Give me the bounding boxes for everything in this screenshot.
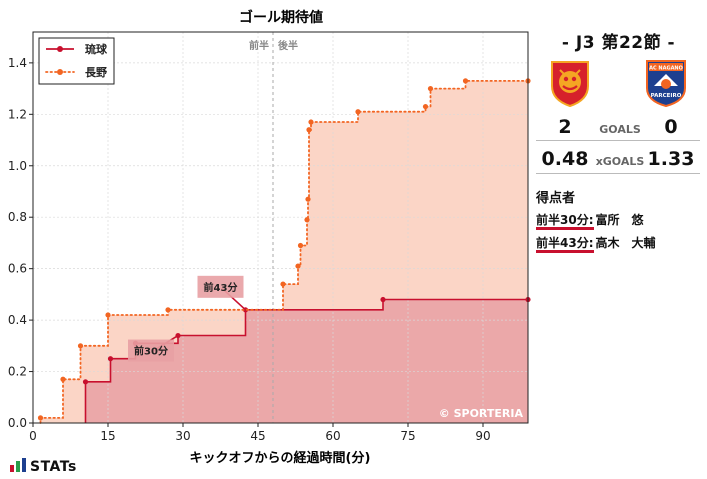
divider bbox=[536, 173, 700, 174]
annotation-label: 前43分 bbox=[204, 281, 238, 294]
x-tick-label: 30 bbox=[175, 429, 190, 443]
annotation-box bbox=[128, 339, 174, 362]
watermark: © SPORTERIA bbox=[439, 407, 524, 420]
ryukyu-shisa-icon bbox=[551, 61, 589, 108]
data-point bbox=[422, 103, 429, 110]
data-point bbox=[306, 127, 312, 133]
data-point bbox=[105, 312, 111, 318]
away-xg: 1.33 bbox=[647, 148, 695, 170]
away-crest: AC NAGANO PARCEIRO bbox=[644, 58, 688, 108]
divider bbox=[536, 140, 700, 141]
data-point bbox=[308, 119, 314, 125]
scorer-time: 前半43分: bbox=[536, 236, 594, 253]
nagano-parceiro-icon: AC NAGANO PARCEIRO bbox=[646, 60, 686, 108]
svg-text:PARCEIRO: PARCEIRO bbox=[651, 93, 682, 99]
scorer-item: 前半43分: 高木 大輔 bbox=[536, 234, 656, 253]
legend-box bbox=[38, 37, 115, 85]
x-tick-label: 45 bbox=[250, 429, 265, 443]
halftime-label-second: 後半 bbox=[278, 39, 298, 52]
data-point bbox=[427, 85, 434, 92]
y-tick-label: 0.8 bbox=[8, 210, 27, 224]
data-point bbox=[295, 263, 301, 269]
data-point bbox=[304, 217, 310, 223]
y-tick-label: 1.0 bbox=[8, 159, 27, 173]
series-line-home bbox=[84, 298, 528, 423]
data-point bbox=[37, 415, 44, 421]
data-point bbox=[165, 307, 171, 313]
goals-label: GOALS bbox=[599, 123, 641, 136]
x-tick-label: 90 bbox=[475, 429, 490, 443]
x-tick-label: 15 bbox=[100, 429, 115, 443]
match-panel: - J3 第22節 - AC NAGANO PARCEIRO 2 GOALS 0… bbox=[530, 0, 707, 479]
home-goals: 2 bbox=[558, 116, 572, 138]
brand-logo: STATs bbox=[10, 458, 77, 475]
x-tick-label: 0 bbox=[29, 429, 37, 443]
legend-label: 長野 bbox=[85, 66, 107, 79]
x-axis-label: キックオフからの経過時間(分) bbox=[190, 450, 371, 466]
away-goals: 0 bbox=[664, 116, 678, 138]
x-tick-label: 75 bbox=[400, 429, 415, 443]
chart-title: ゴール期待値 bbox=[239, 9, 323, 26]
scorer-time: 前半30分: bbox=[536, 213, 594, 230]
scorer-item: 前半30分: 富所 悠 bbox=[536, 211, 644, 230]
scorer-name: 高木 大輔 bbox=[595, 236, 656, 250]
brand-name: STATs bbox=[30, 459, 77, 475]
y-tick-label: 0.2 bbox=[8, 365, 27, 379]
data-point bbox=[107, 356, 114, 362]
legend-marker bbox=[57, 46, 63, 52]
bar-chart-icon bbox=[10, 458, 26, 472]
legend-label: 琉球 bbox=[85, 42, 108, 56]
data-point bbox=[77, 343, 84, 349]
y-tick-label: 1.4 bbox=[8, 56, 27, 70]
y-tick-label: 0.4 bbox=[8, 313, 27, 327]
home-crest bbox=[548, 58, 592, 108]
scorers-heading: 得点者 bbox=[536, 191, 576, 206]
data-point bbox=[60, 376, 66, 382]
data-point bbox=[355, 109, 361, 115]
y-tick-label: 1.2 bbox=[8, 107, 27, 121]
y-tick-label: 0.0 bbox=[8, 416, 27, 430]
plot-area: 前半 後半 0 15 30 45 60 75 90 0.0 0.2 0.4 0.6 0.8 1.0 1.2 1.… bbox=[8, 31, 531, 443]
x-tick-label: 60 bbox=[325, 429, 340, 443]
halftime-label-first: 前半 bbox=[249, 39, 269, 52]
data-point bbox=[82, 379, 89, 385]
xg-label: xGOALS bbox=[595, 155, 645, 168]
y-tick-label: 0.6 bbox=[8, 262, 27, 276]
annotation-label: 前30分 bbox=[134, 345, 168, 358]
plot-frame bbox=[32, 31, 529, 424]
home-xg: 0.48 bbox=[541, 148, 589, 170]
annotation-box bbox=[197, 275, 244, 298]
svg-text:AC NAGANO: AC NAGANO bbox=[649, 66, 683, 72]
data-point bbox=[305, 196, 311, 202]
data-point bbox=[297, 242, 304, 249]
data-point bbox=[462, 78, 469, 84]
goals-row: 2 GOALS 0 bbox=[536, 116, 700, 142]
data-point bbox=[280, 281, 286, 287]
match-title: - J3 第22節 - bbox=[561, 33, 676, 53]
legend-marker bbox=[57, 69, 63, 75]
xg-row: 0.48 xGOALS 1.33 bbox=[536, 148, 700, 174]
scorer-name: 富所 悠 bbox=[595, 213, 644, 227]
data-point bbox=[380, 296, 386, 303]
series-area-home bbox=[33, 299, 528, 423]
